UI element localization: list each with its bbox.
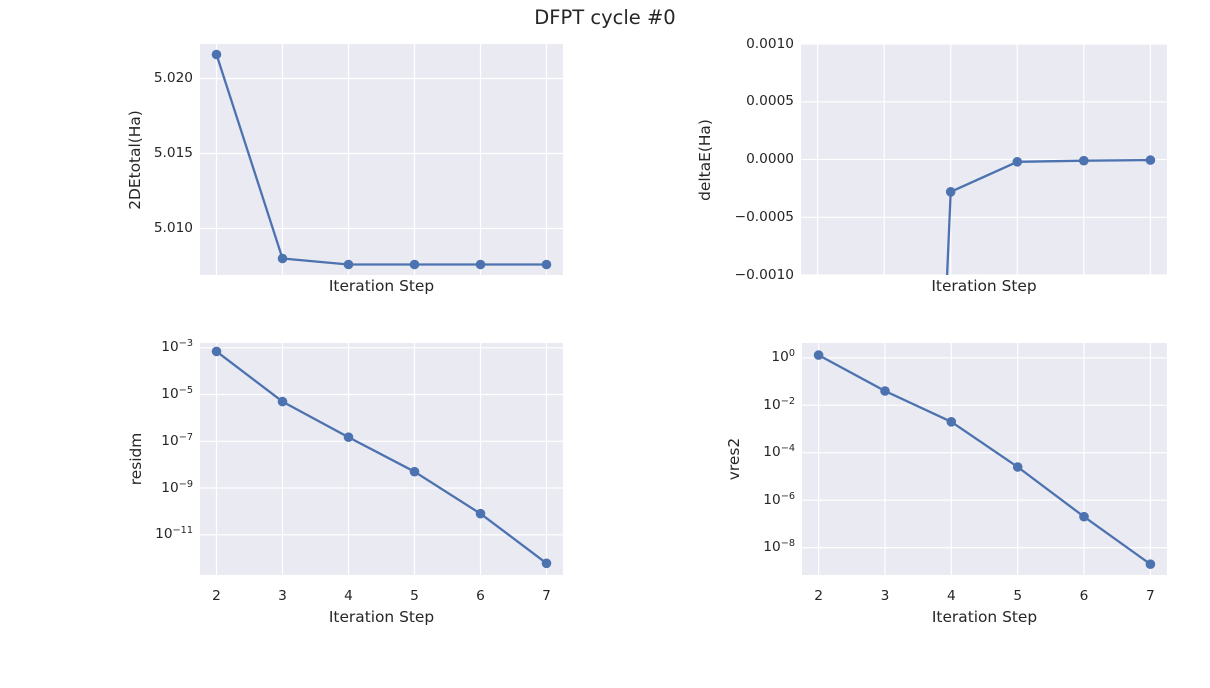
y-tick-label: 10−3 xyxy=(161,338,193,356)
data-point-marker xyxy=(475,508,486,519)
data-point-marker xyxy=(211,346,222,357)
x-tick-label: 2 xyxy=(212,587,221,604)
y-tick-label: 5.020 xyxy=(153,70,193,86)
data-point-marker xyxy=(1145,155,1156,165)
data-line xyxy=(215,350,548,565)
x-tick-label: 4 xyxy=(344,587,353,604)
data-point-marker xyxy=(475,259,486,270)
plot-canvas xyxy=(200,44,563,275)
y-tick-label: 10−7 xyxy=(161,431,193,449)
y-tick-label: 10−8 xyxy=(763,538,795,556)
data-point-marker xyxy=(945,187,956,197)
x-tick-label: 6 xyxy=(1079,587,1089,604)
data-point-marker xyxy=(277,253,288,264)
plot-canvas xyxy=(200,343,563,575)
plot-canvas xyxy=(802,343,1167,575)
data-point-marker xyxy=(946,417,957,427)
grid-lines xyxy=(200,343,563,575)
x-tick-label: 6 xyxy=(476,587,485,604)
x-tick-label: 7 xyxy=(1146,587,1155,604)
y-tick-label: 10−9 xyxy=(161,478,193,496)
data-point-marker xyxy=(1145,559,1156,569)
plot-background xyxy=(802,343,1167,575)
plot-background xyxy=(200,343,563,575)
data-line xyxy=(215,54,547,266)
figure-title: DFPT cycle #0 xyxy=(534,6,676,29)
y-tick-label: 0.0010 xyxy=(746,35,794,52)
data-line xyxy=(818,354,1152,566)
x-tick-label: 3 xyxy=(880,587,890,604)
y-tick-label: 10−6 xyxy=(763,490,795,508)
subplot-deltae: deltaE(Ha) Iteration Step −0.0010 −0.0005… xyxy=(696,36,1167,295)
x-tick-label: 5 xyxy=(1013,587,1023,604)
data-points xyxy=(945,155,1156,197)
x-tick-label: 7 xyxy=(542,587,551,604)
grid-lines xyxy=(200,44,563,275)
data-point-marker xyxy=(343,432,354,442)
x-tick-label: 3 xyxy=(278,587,287,604)
data-point-marker xyxy=(880,386,890,396)
data-point-marker xyxy=(1079,511,1089,522)
x-axis-label: Iteration Step xyxy=(328,608,435,626)
data-points xyxy=(211,49,552,270)
data-point-marker xyxy=(1012,157,1023,167)
y-tick-label: 10−5 xyxy=(161,385,193,402)
y-tick-label: 10−4 xyxy=(763,443,795,461)
plot-canvas xyxy=(801,43,1167,276)
y-tick-label: 0.0005 xyxy=(746,93,794,110)
x-axis-label: Iteration Step xyxy=(931,608,1038,626)
data-point-marker xyxy=(409,466,420,477)
y-tick-label: −0.0010 xyxy=(734,266,794,283)
data-point-marker xyxy=(541,558,552,569)
subplot-vres2: vres2 Iteration Step 100 10−2 10−4 10−6 10−8… xyxy=(725,343,1167,626)
data-point-marker xyxy=(541,259,552,270)
data-point-marker xyxy=(813,350,824,360)
x-tick-label: 4 xyxy=(946,587,956,604)
subplot-residm: residm Iteration Step 10−3 10−5 10−7 10−9 10… xyxy=(127,338,563,626)
data-point-marker xyxy=(1012,462,1023,472)
x-axis-label: Iteration Step xyxy=(328,277,435,295)
x-tick-label: 5 xyxy=(410,587,419,604)
plot-background xyxy=(200,44,563,275)
y-tick-label: 5.010 xyxy=(153,220,193,236)
data-point-marker xyxy=(343,259,354,270)
grid-lines xyxy=(802,343,1167,575)
x-tick-label: 2 xyxy=(814,587,823,604)
y-tick-label: 0.0000 xyxy=(746,151,794,167)
data-points xyxy=(813,350,1156,569)
data-point-marker xyxy=(277,396,288,407)
y-tick-label: 5.015 xyxy=(153,145,193,161)
y-tick-label: −0.0005 xyxy=(734,208,794,225)
y-axis-label: deltaE(Ha) xyxy=(696,118,714,201)
subplot-2detotal: 2DEtotal(Ha) Iteration Step 5.010 5.015 5.… xyxy=(126,44,563,295)
x-axis-label: Iteration Step xyxy=(931,277,1037,295)
data-point-marker xyxy=(1079,155,1089,166)
y-tick-label: 10−11 xyxy=(155,525,193,543)
y-tick-label: 100 xyxy=(771,348,795,366)
data-point-marker xyxy=(211,49,222,60)
data-point-marker xyxy=(409,259,420,270)
y-tick-label: 10−2 xyxy=(763,395,795,413)
data-points xyxy=(211,346,552,569)
